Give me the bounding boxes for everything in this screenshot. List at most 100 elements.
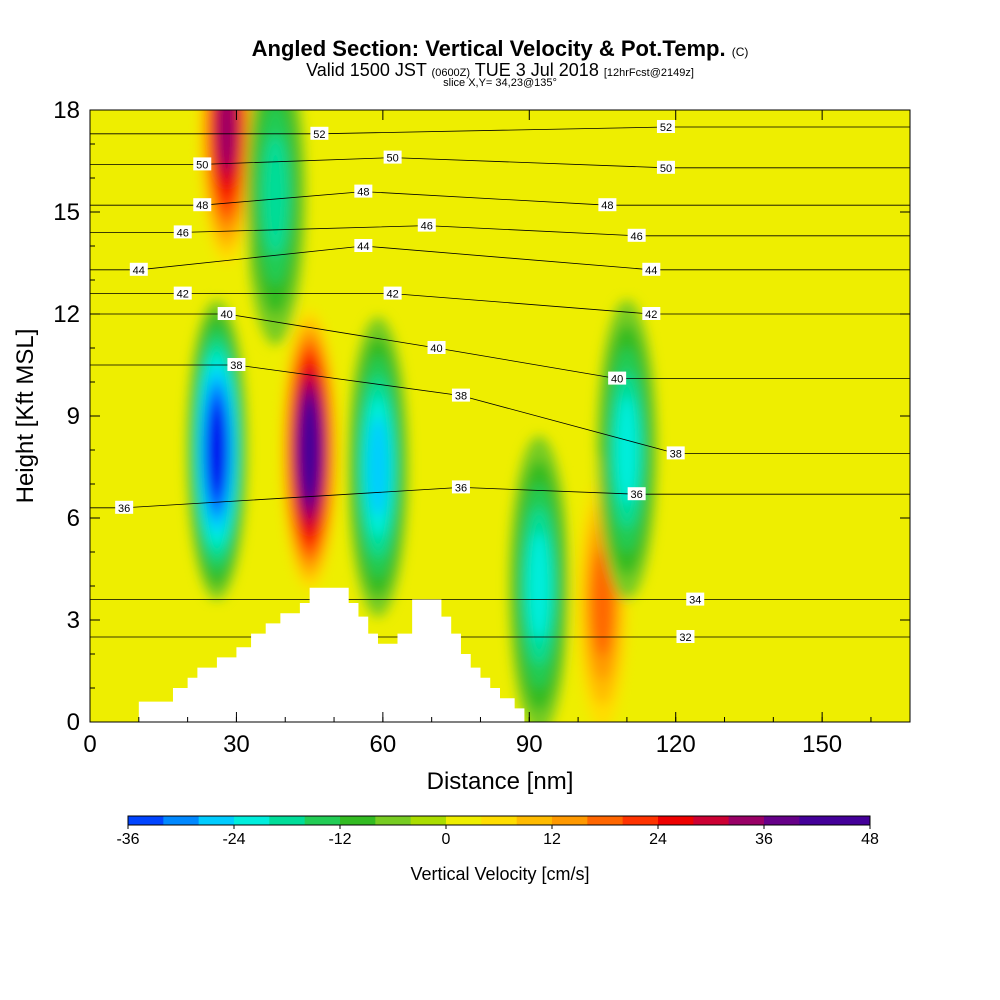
terrain <box>138 587 525 722</box>
subtitle-valid: Valid 1500 JST <box>306 60 427 80</box>
colorbar-swatch-20 <box>834 816 871 825</box>
contour-label-box <box>666 446 685 460</box>
colorbar-label: Vertical Velocity [cm/s] <box>410 864 590 884</box>
colorbar-swatch-2 <box>198 816 235 825</box>
colorbar-tick-label-2: -12 <box>328 831 351 848</box>
contour-label-20: 38 <box>227 358 246 372</box>
subtitle-utc: (0600Z) <box>431 67 471 79</box>
colorbar-tick-label-0: -36 <box>116 831 139 848</box>
contour-label-text: 42 <box>645 309 657 321</box>
contour-label-box <box>642 307 661 320</box>
contour-label-4: 50 <box>656 160 675 175</box>
y-tick-label-4: 12 <box>53 301 80 328</box>
colorbar-swatch-3 <box>234 816 270 825</box>
contour-label-box <box>193 198 212 212</box>
colorbar-swatch-6 <box>340 816 376 825</box>
contour-label-box <box>642 262 661 276</box>
colorbar: -36 -24 -12 0 12 24 36 48 <box>116 815 879 848</box>
contour-label-box <box>173 225 192 239</box>
contour-label-1: 52 <box>656 120 675 134</box>
contour-label-15: 42 <box>383 286 402 301</box>
y-axis-label: Height [Kft MSL] <box>12 328 39 504</box>
x-tick-label-3: 90 <box>516 731 543 758</box>
contour-label-box <box>354 239 373 252</box>
y-tick-label-1: 3 <box>67 607 80 634</box>
contour-label-box <box>354 184 373 198</box>
contour-label-text: 36 <box>118 503 130 515</box>
y-tick-label-3: 9 <box>67 403 80 430</box>
colorbar-swatch-11 <box>516 816 553 825</box>
contour-label-text: 42 <box>177 289 189 301</box>
contour-label-text: 48 <box>601 200 613 212</box>
contour-label-26: 34 <box>686 592 705 607</box>
contour-label-12: 44 <box>354 239 373 253</box>
contour-label-box <box>598 198 617 212</box>
colorbar-swatch-8 <box>410 816 447 825</box>
velocity-cell-3-5 <box>528 532 550 640</box>
terrain-profile <box>138 587 525 722</box>
contour-label-box <box>656 160 675 174</box>
contour-label-14: 42 <box>173 286 192 301</box>
contour-label-17: 40 <box>217 307 236 321</box>
colorbar-swatch-5 <box>304 816 341 825</box>
contour-label-box <box>417 218 436 232</box>
contour-label-text: 40 <box>221 309 233 321</box>
subtitle-date: TUE 3 Jul 2018 <box>474 60 599 80</box>
contour-label-text: 44 <box>357 241 369 253</box>
colorbar-swatch-18 <box>764 816 800 825</box>
colorbar-frame <box>127 815 871 826</box>
contour-label-box <box>227 358 246 371</box>
colorbar-swatch-7 <box>375 816 412 825</box>
contour-label-text: 38 <box>455 391 467 403</box>
chart-title-suffix: (C) <box>731 45 749 59</box>
contour-label-text: 46 <box>421 221 433 233</box>
x-tick-label-0: 0 <box>83 731 96 758</box>
x-tick-label-4: 120 <box>656 731 696 758</box>
contour-label-5: 48 <box>193 198 212 212</box>
contour-label-text: 44 <box>645 265 657 277</box>
contour-label-box <box>627 228 646 242</box>
contour-label-7: 48 <box>598 198 617 212</box>
contour-label-9: 46 <box>417 218 436 233</box>
velocity-cell-1-12 <box>301 410 318 490</box>
contour-label-box <box>686 592 705 606</box>
contour-label-box <box>427 341 446 354</box>
y-tick-label-2: 6 <box>67 505 80 532</box>
contour-label-16: 42 <box>642 307 661 321</box>
contour-label-text: 48 <box>357 187 369 199</box>
contour-label-8: 46 <box>173 225 192 239</box>
contour-label-text: 38 <box>670 448 682 460</box>
colorbar-swatch-10 <box>481 816 518 825</box>
contour-label-box <box>115 500 134 514</box>
contour-label-box <box>310 126 329 140</box>
contour-labels: 52 52 50 50 50 48 48 48 46 46 46 44 44 44 42 42 42 40 40 40… <box>115 120 705 644</box>
contour-label-2: 50 <box>193 157 212 171</box>
x-tick-label-5: 150 <box>802 731 842 758</box>
x-tick-label-2: 60 <box>370 731 397 758</box>
contour-label-11: 44 <box>129 262 148 277</box>
colorbar-tick-label-1: -24 <box>222 831 245 848</box>
colorbar-swatch-12 <box>552 816 588 825</box>
chart-title: Angled Section: Vertical Velocity & Pot.… <box>252 36 749 62</box>
contour-label-text: 36 <box>631 489 643 501</box>
contour-label-text: 50 <box>196 159 208 171</box>
velocity-cell-2-6 <box>367 417 388 517</box>
colorbar-tick-label-4: 12 <box>543 831 561 848</box>
contour-label-text: 52 <box>660 122 672 134</box>
contour-label-text: 44 <box>133 265 145 277</box>
contour-label-6: 48 <box>354 184 373 199</box>
contour-label-box <box>451 388 470 402</box>
chart-title-text: Angled Section: Vertical Velocity & Pot.… <box>251 36 726 61</box>
contour-label-text: 50 <box>386 153 398 165</box>
contour-label-13: 44 <box>642 262 661 277</box>
velocity-cell-4-5 <box>591 549 614 657</box>
colorbar-swatch-1 <box>163 816 200 825</box>
colorbar-tick-label-7: 48 <box>861 831 879 848</box>
colorbar-swatch-0 <box>128 816 164 825</box>
contour-label-text: 40 <box>430 343 442 355</box>
contour-label-box <box>217 307 236 320</box>
colorbar-tick-label-6: 36 <box>755 831 773 848</box>
contour-label-box <box>129 262 148 276</box>
